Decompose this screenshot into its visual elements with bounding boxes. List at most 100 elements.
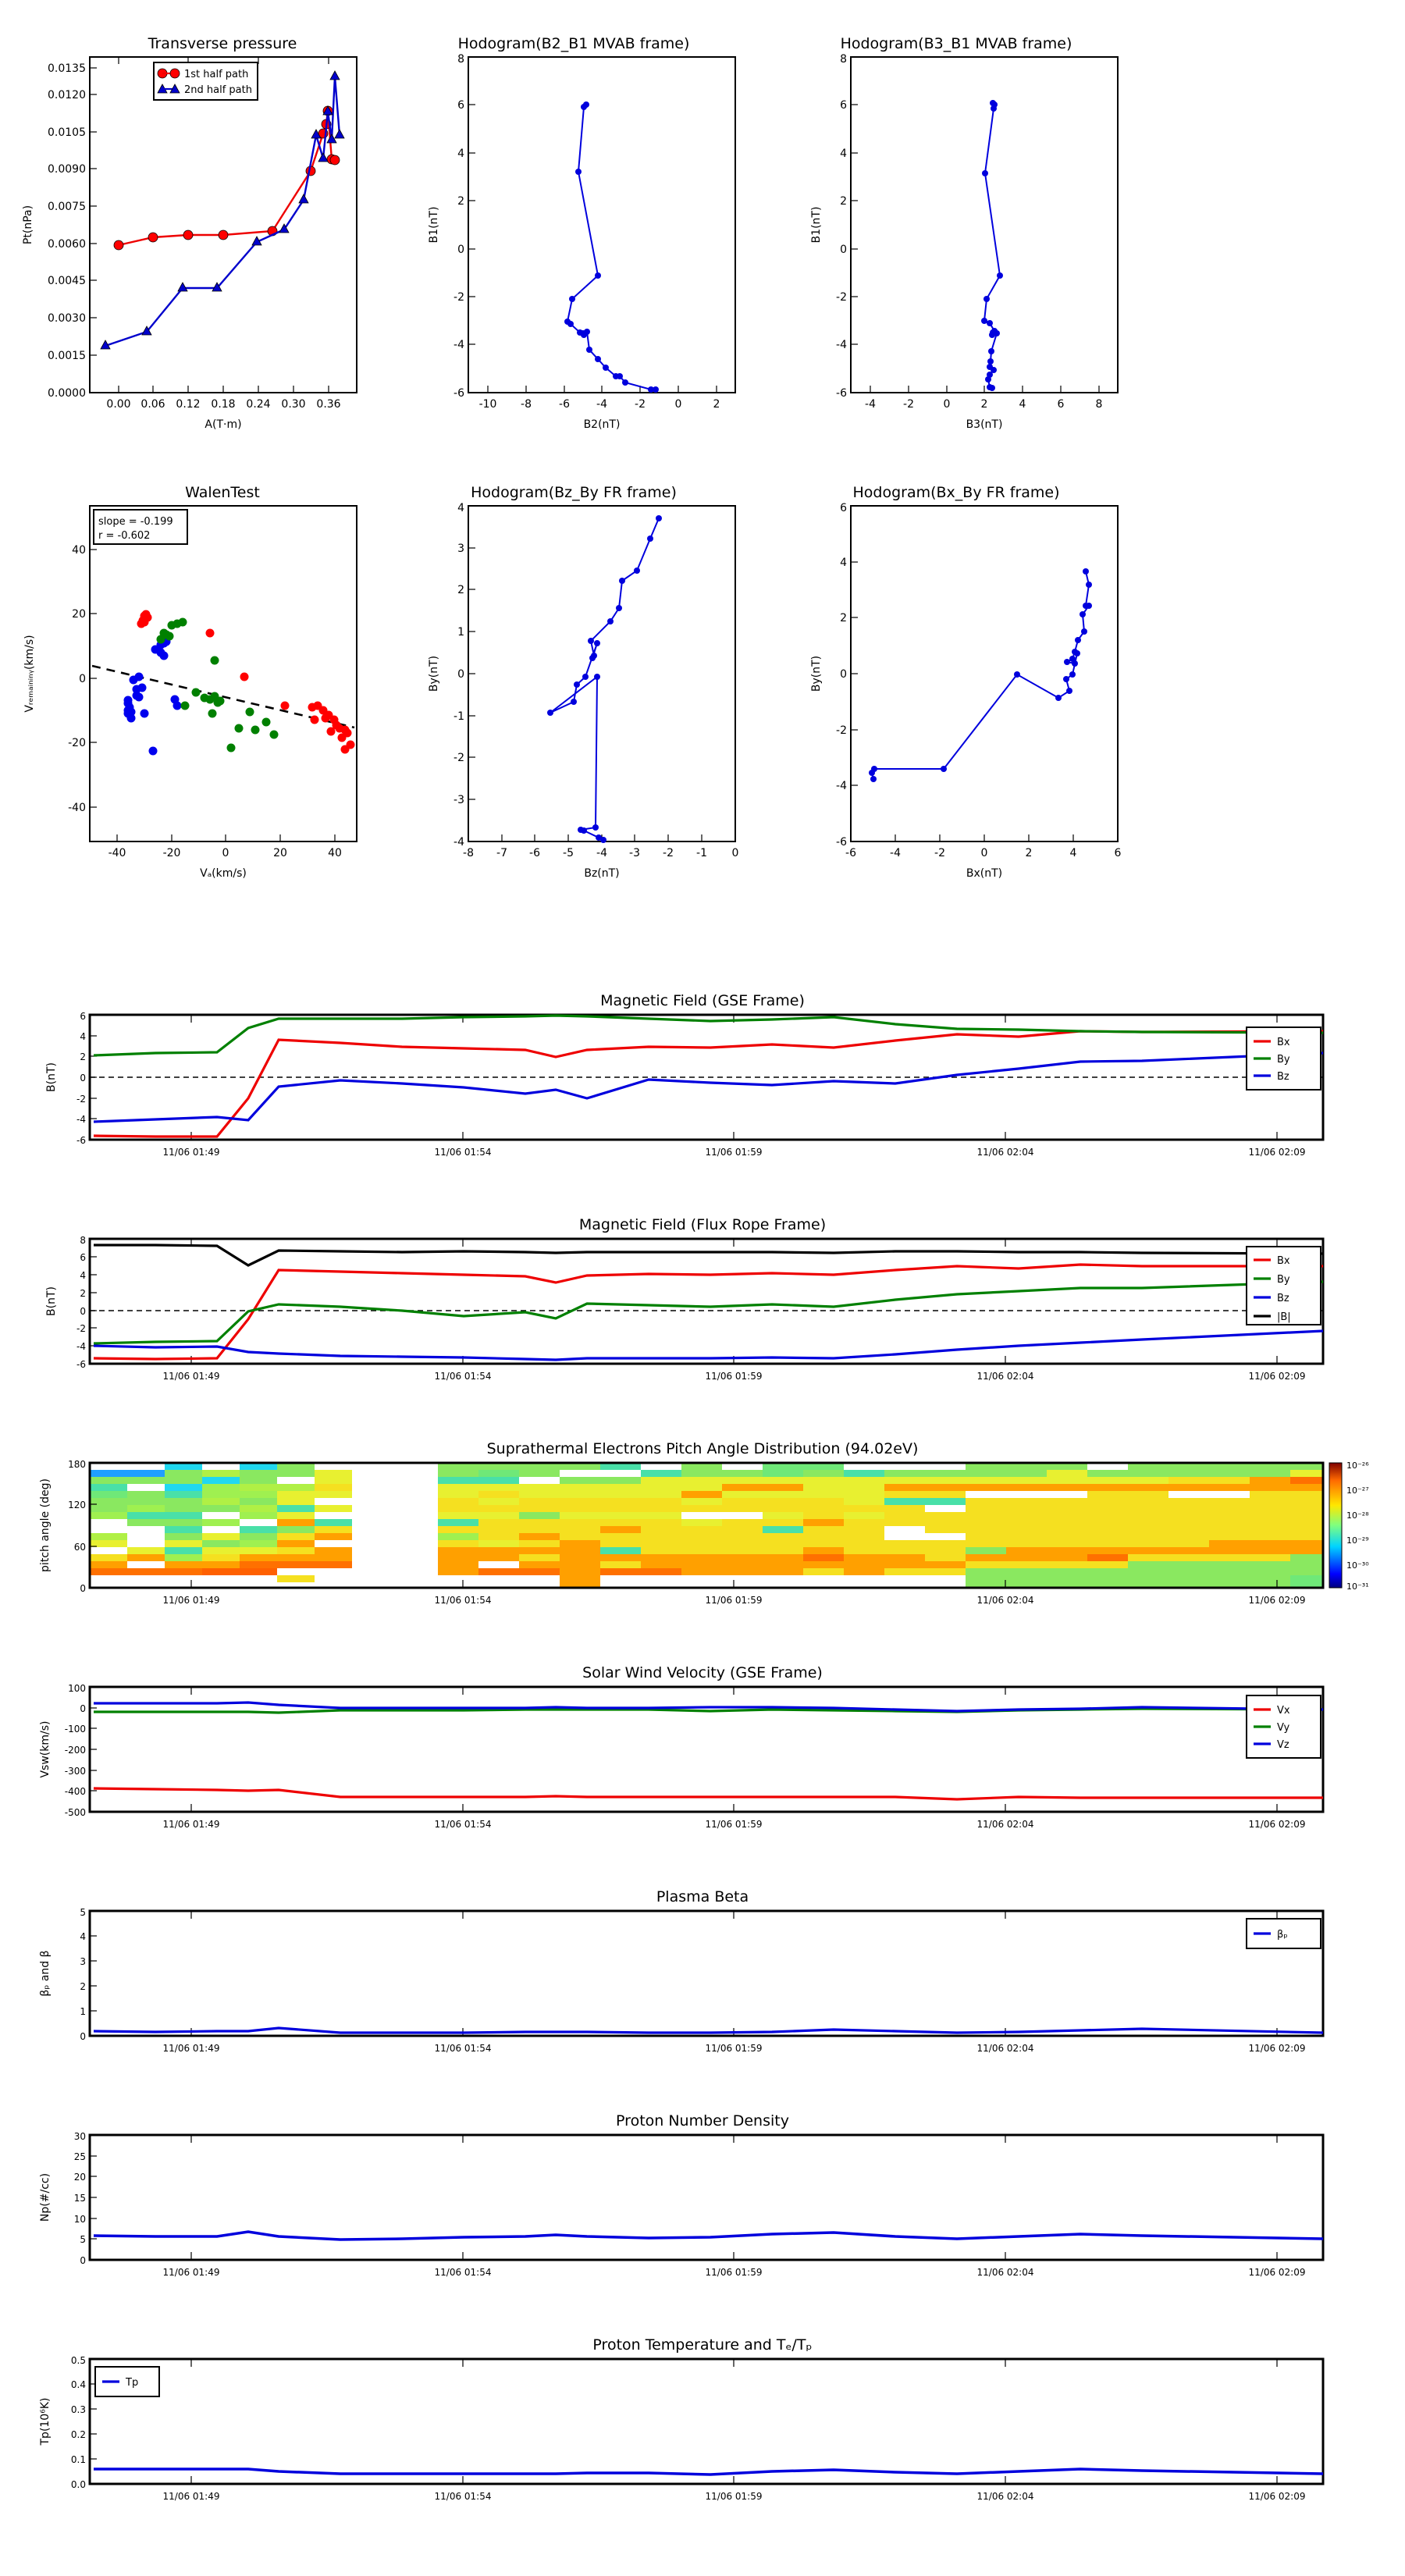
x-axis-ticks: -4 -2 0 2 4 6 8 [865,386,1102,411]
x-tick-label: 11/06 01:54 [435,2267,492,2278]
y-tick-label: 20 [74,2172,86,2183]
series-bx-fr [93,1263,1323,1361]
y-tick-label: -20 [68,737,86,749]
legend-label: 2nd half path [184,84,252,96]
y-tick-label: 0 [80,2031,86,2042]
x-tick-label: 11/06 01:49 [163,2043,220,2054]
y-tick-label: 0.5 [71,2355,86,2366]
y-tick-label: 0 [80,1703,86,1714]
series-bz-by [547,515,662,843]
y-tick-label: -2 [836,291,847,304]
x-tick-label: 11/06 02:09 [1249,2267,1306,2278]
y-tick-label: -100 [65,1724,86,1735]
legend-beta[interactable]: βₚ [1246,1918,1321,1949]
x-tick-label: 2 [981,398,988,411]
x-tick-label: -4 [865,398,876,411]
x-tick-label: 2 [1026,847,1033,859]
plot-frame [89,505,357,842]
x-tick-label: 0 [222,847,229,859]
x-axis-label: A(T·m) [205,418,241,431]
x-axis-ticks: 11/06 01:49 11/06 01:54 11/06 01:59 11/0… [163,1687,1306,1830]
series-vx [93,1787,1323,1801]
y-tick-label: 8 [80,1235,86,1246]
y-tick-label: -2 [76,1094,86,1105]
y-tick-label: -6 [836,836,847,849]
x-tick-label: -2 [903,398,914,411]
y-tick-label: -4 [76,1114,86,1125]
x-tick-label: -8 [521,398,532,411]
y-tick-label: 180 [68,1459,86,1470]
y-tick-label: 5 [80,1907,86,1918]
plot-frame [88,1909,1325,2037]
y-tick-label: 6 [80,1252,86,1263]
y-axis-label: Vsw(km/s) [39,1720,52,1777]
panel-title: Suprathermal Electrons Pitch Angle Distr… [487,1440,919,1457]
y-axis-label: Tp(10⁶K) [39,2398,52,2446]
y-tick-label: 25 [74,2151,86,2162]
panel-b-gse: Magnetic Field (GSE Frame) -6 -4 -2 0 2 … [45,992,1325,1158]
x-tick-label: 11/06 01:49 [163,1595,220,1606]
y-tick-label: 6 [80,1011,86,1022]
x-tick-label: 11/06 02:04 [977,1595,1034,1606]
y-axis-label: B1(nT) [810,207,823,244]
x-tick-label: -6 [845,847,856,859]
x-tick-label: -1 [696,847,707,859]
y-tick-label: -4 [454,339,464,351]
y-tick-label: 2 [457,584,464,596]
panel-title: Solar Wind Velocity (GSE Frame) [582,1664,823,1681]
x-tick-label: 11/06 02:04 [977,2491,1034,2502]
x-tick-label: 0.12 [176,398,200,411]
x-tick-label: 11/06 02:09 [1249,1819,1306,1830]
panel-pad: Suprathermal Electrons Pitch Angle Distr… [39,1440,1369,1606]
x-tick-label: 0.24 [246,398,270,411]
panel-b-fr: Magnetic Field (Flux Rope Frame) -6 -4 -… [45,1216,1325,1382]
x-axis-ticks: 11/06 01:49 11/06 01:54 11/06 01:59 11/0… [163,2359,1306,2502]
x-tick-label: 11/06 01:54 [435,1147,492,1158]
series-tp [94,2467,1324,2476]
y-axis-ticks: 0.0000 0.0015 0.0030 0.0045 0.0060 0.007… [48,62,97,400]
x-tick-label: 11/06 02:04 [977,1371,1034,1382]
y-tick-label: 0.0135 [48,62,86,75]
plot-frame [88,1461,1325,1589]
legend-b-gse[interactable]: Bx By Bz [1246,1026,1321,1091]
y-tick-label: 120 [68,1500,86,1510]
panel-np: Proton Number Density 0 5 10 15 20 25 30… [39,2112,1325,2278]
y-tick-label: 0.1 [71,2454,86,2465]
y-axis-label: B(nT) [45,1286,58,1316]
series-b2-b1 [564,101,659,393]
y-axis-label: By(nT) [810,656,823,692]
x-tick-label: -2 [635,398,646,411]
x-tick-label: 11/06 01:49 [163,1819,220,1830]
y-axis-label: pitch angle (deg) [39,1478,52,1572]
legend-transverse-pressure[interactable]: 1st half path 2nd half path [153,62,258,101]
y-tick-label: -4 [76,1341,86,1352]
series-2nd-half-path [100,70,345,350]
x-axis-ticks: 11/06 01:49 11/06 01:54 11/06 01:59 11/0… [163,1239,1305,1382]
y-axis-label: B(nT) [45,1062,58,1092]
legend-tp[interactable]: Tp [94,2366,160,2397]
x-tick-label: 11/06 02:09 [1249,2491,1306,2502]
x-tick-label: 11/06 01:49 [163,1147,220,1158]
y-axis-label: Pt(nPa) [22,205,34,244]
y-tick-label: 0.0000 [48,387,86,400]
y-tick-label: -400 [65,1786,86,1797]
x-tick-label: 0 [675,398,682,411]
y-tick-label: 20 [72,608,86,621]
y-tick-label: -4 [836,339,847,351]
walen-green-points [156,617,279,753]
y-axis-ticks: -4 -3 -2 -1 0 1 2 3 4 [454,502,475,849]
x-tick-label: -4 [596,398,607,411]
panel-title: Hodogram(Bx_By FR frame) [852,484,1059,501]
series-by-fr [93,1280,1324,1345]
x-axis-ticks: -6 -4 -2 0 2 4 6 [845,834,1122,859]
y-tick-label: 40 [72,544,86,557]
legend-vsw[interactable]: Vx Vy Vz [1246,1695,1321,1759]
x-tick-label: -4 [890,847,901,859]
legend-b-fr[interactable]: Bx By Bz |B| [1246,1246,1321,1325]
x-axis-ticks: -8 -7 -6 -5 -4 -3 -2 -1 0 [463,834,738,859]
y-tick-label: 4 [80,1031,86,1042]
x-tick-label: -4 [596,847,607,859]
y-tick-label: 4 [80,1270,86,1281]
y-tick-label: 8 [457,53,464,66]
